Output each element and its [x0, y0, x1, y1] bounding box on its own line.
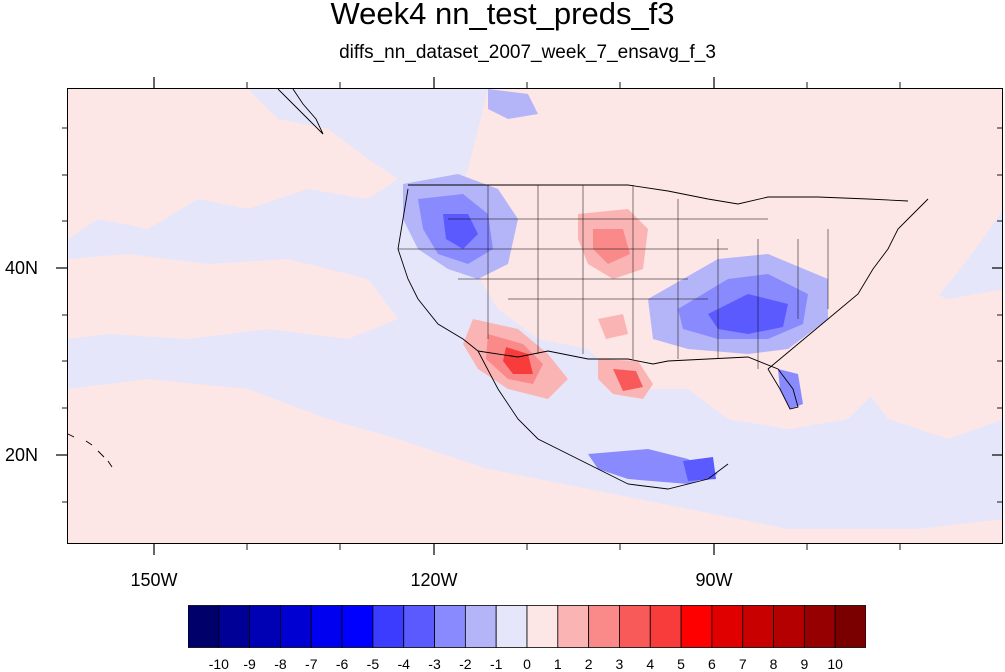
colorbar-label: 2 [584, 656, 593, 672]
colorbar-label: 4 [646, 656, 655, 672]
colorbar-box [249, 605, 281, 648]
colorbar-label: 8 [769, 656, 778, 672]
colorbar-label: 1 [553, 656, 562, 672]
colorbar-label: 10 [827, 656, 843, 672]
colorbar-label: 3 [615, 656, 624, 672]
colorbar-box [403, 605, 435, 648]
map-field-svg [68, 89, 1002, 543]
colorbar-box [557, 605, 590, 648]
colorbar-box [588, 605, 620, 648]
colorbar-box [310, 605, 343, 648]
colorbar-label: -6 [335, 656, 349, 672]
colorbar-box [434, 605, 466, 648]
field-pink-patch [68, 379, 1002, 543]
map-title: Week4 nn_test_preds_f3 [330, 0, 675, 31]
colorbar-box [742, 605, 774, 648]
field-blue-northwest-core [443, 214, 478, 249]
colorbar-box [619, 605, 651, 648]
colorbar-box [495, 605, 528, 648]
colorbar-box [773, 605, 805, 648]
colorbar-label: 9 [800, 656, 809, 672]
colorbar-box [803, 605, 836, 648]
field-blue-small [488, 89, 538, 119]
colorbar-box [649, 605, 682, 648]
lat-label-20n: 20N [4, 445, 38, 465]
us-east-coastline [767, 198, 929, 370]
colorbar-box [526, 605, 559, 648]
colorbar-label: -8 [274, 656, 287, 672]
colorbar-box [464, 605, 497, 648]
map-plot-area [67, 88, 1003, 544]
field-blue-mexico [588, 449, 718, 484]
map-subtitle: diffs_nn_dataset_2007_week_7_ensavg_f_3 [339, 42, 716, 63]
alaska-coastline [277, 89, 324, 135]
colorbar-label: -10 [208, 656, 229, 672]
colorbar-label: -5 [366, 656, 380, 672]
field-red-southwest-core [503, 347, 533, 374]
hawaii-islands [68, 433, 113, 468]
colorbar-label: 5 [677, 656, 685, 672]
us-gulf-coastline [477, 350, 799, 410]
lat-label-40n: 40N [4, 258, 38, 278]
colorbar-label: 6 [708, 656, 716, 672]
state-borders [398, 185, 829, 369]
field-red-texas-core [613, 369, 643, 391]
field-pink-patch [68, 254, 398, 339]
field-blue-florida [778, 369, 803, 409]
colorbar-box [280, 605, 312, 648]
colorbar-label: -3 [428, 656, 441, 672]
colorbar-box [188, 605, 220, 648]
field-red-plains-core [593, 229, 630, 264]
colorbar-box [218, 605, 251, 648]
lon-label-150w: 150W [130, 570, 178, 590]
field-pink-patch [828, 279, 1002, 439]
lon-label-120w: 120W [410, 570, 458, 590]
colorbar-label: 0 [523, 656, 531, 672]
colorbar-label: 7 [738, 656, 747, 672]
lon-label-90w: 90W [695, 570, 733, 590]
mexico-coastline [477, 350, 729, 490]
field-red-small [598, 314, 628, 339]
us-west-coastline [397, 188, 479, 352]
us-canada-border [408, 184, 909, 205]
colorbar-box [372, 605, 405, 648]
colorbar-label: -7 [305, 656, 318, 672]
field-blue-southeast-core [708, 294, 788, 334]
colorbar-label: -4 [397, 656, 410, 672]
colorbar-label: -1 [489, 656, 503, 672]
colorbar-label: -2 [459, 656, 472, 672]
field-blue-mexico-core [683, 457, 716, 481]
colorbar-box [834, 605, 866, 648]
coastlines [68, 89, 929, 490]
colorbar-box [680, 605, 713, 648]
colorbar [188, 605, 866, 648]
colorbar-label: -9 [243, 656, 256, 672]
colorbar-box [711, 605, 744, 648]
colorbar-box [341, 605, 374, 648]
